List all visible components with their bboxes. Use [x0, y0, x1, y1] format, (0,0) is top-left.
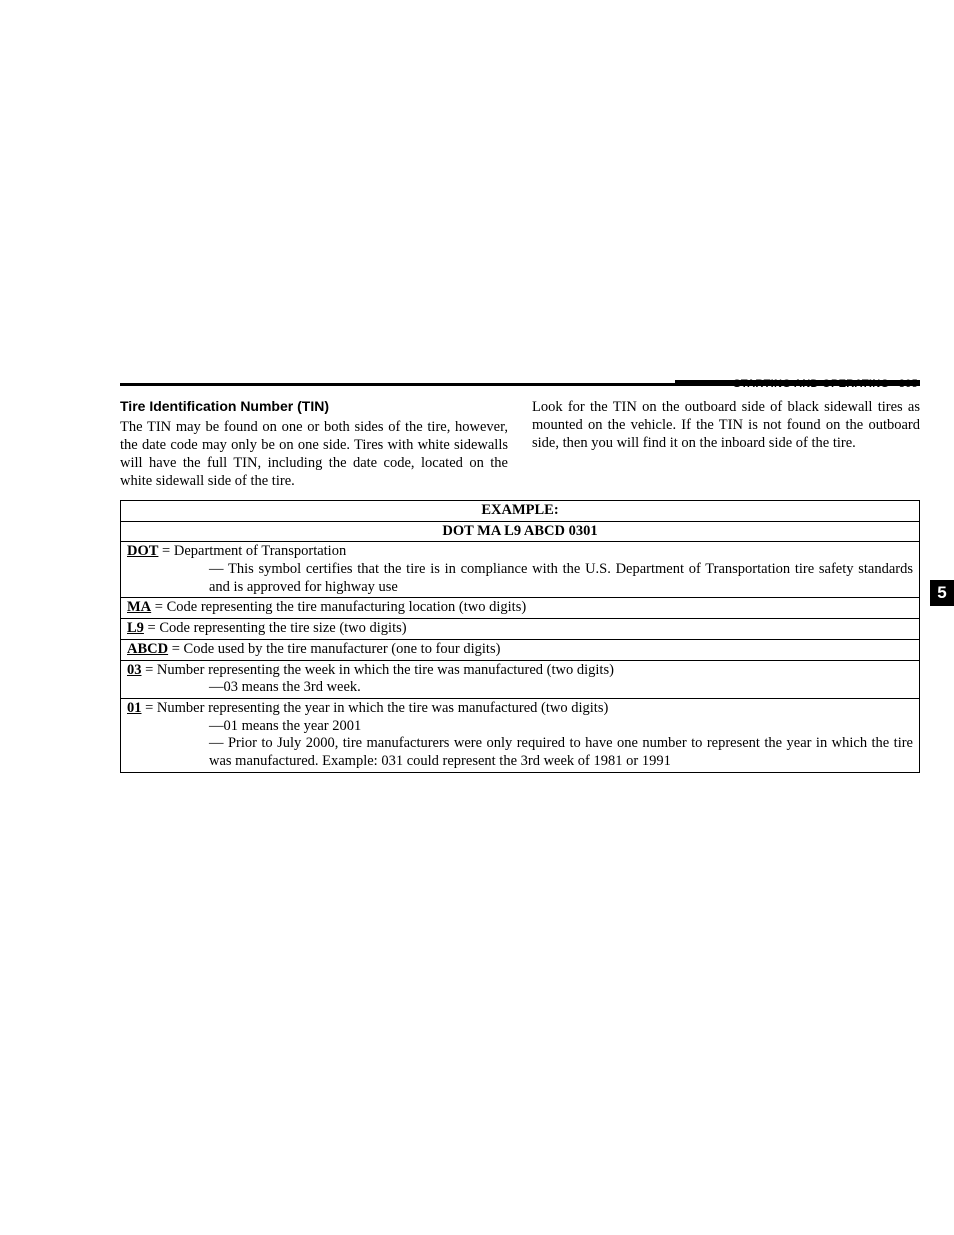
right-column: Look for the TIN on the outboard side of… — [532, 398, 920, 490]
table-row: 01 = Number representing the year in whi… — [121, 698, 919, 772]
term-abcd: ABCD — [127, 641, 168, 657]
def-abcd: = Code used by the tire manufacturer (on… — [168, 641, 500, 657]
left-column: Tire Identification Number (TIN) The TIN… — [120, 398, 508, 490]
def-03: = Number representing the week in which … — [142, 662, 614, 678]
note-dot: — This symbol certifies that the tire is… — [127, 561, 913, 596]
def-ma: = Code representing the tire manufacturi… — [151, 599, 526, 615]
term-dot: DOT — [127, 543, 158, 559]
def-dot: = Department of Transportation — [158, 543, 346, 559]
note-01a: —01 means the year 2001 — [127, 718, 913, 736]
tin-example-table: EXAMPLE: DOT MA L9 ABCD 0301 DOT = Depar… — [120, 500, 920, 773]
def-01: = Number representing the year in which … — [142, 700, 609, 716]
term-l9: L9 — [127, 620, 144, 636]
table-row: DOT = Department of Transportation — Thi… — [121, 541, 919, 597]
term-ma: MA — [127, 599, 151, 615]
table-row: ABCD = Code used by the tire manufacture… — [121, 639, 919, 660]
section-title: Tire Identification Number (TIN) — [120, 398, 508, 416]
term-03: 03 — [127, 662, 142, 678]
table-row: L9 = Code representing the tire size (tw… — [121, 618, 919, 639]
def-l9: = Code representing the tire size (two d… — [144, 620, 407, 636]
two-column-body: Tire Identification Number (TIN) The TIN… — [120, 398, 920, 490]
table-row: 03 = Number representing the week in whi… — [121, 660, 919, 698]
note-03: —03 means the 3rd week. — [127, 679, 913, 697]
table-row: MA = Code representing the tire manufact… — [121, 597, 919, 618]
left-paragraph: The TIN may be found on one or both side… — [120, 418, 508, 491]
header-rule — [120, 380, 920, 390]
page-content: STARTING AND OPERATING 305 Tire Identifi… — [120, 380, 920, 773]
right-paragraph: Look for the TIN on the outboard side of… — [532, 398, 920, 452]
note-01b: — Prior to July 2000, tire manufacturers… — [127, 735, 913, 770]
term-01: 01 — [127, 700, 142, 716]
table-heading: EXAMPLE: — [121, 501, 919, 521]
table-sample-code: DOT MA L9 ABCD 0301 — [121, 521, 919, 542]
section-tab: 5 — [930, 580, 954, 606]
